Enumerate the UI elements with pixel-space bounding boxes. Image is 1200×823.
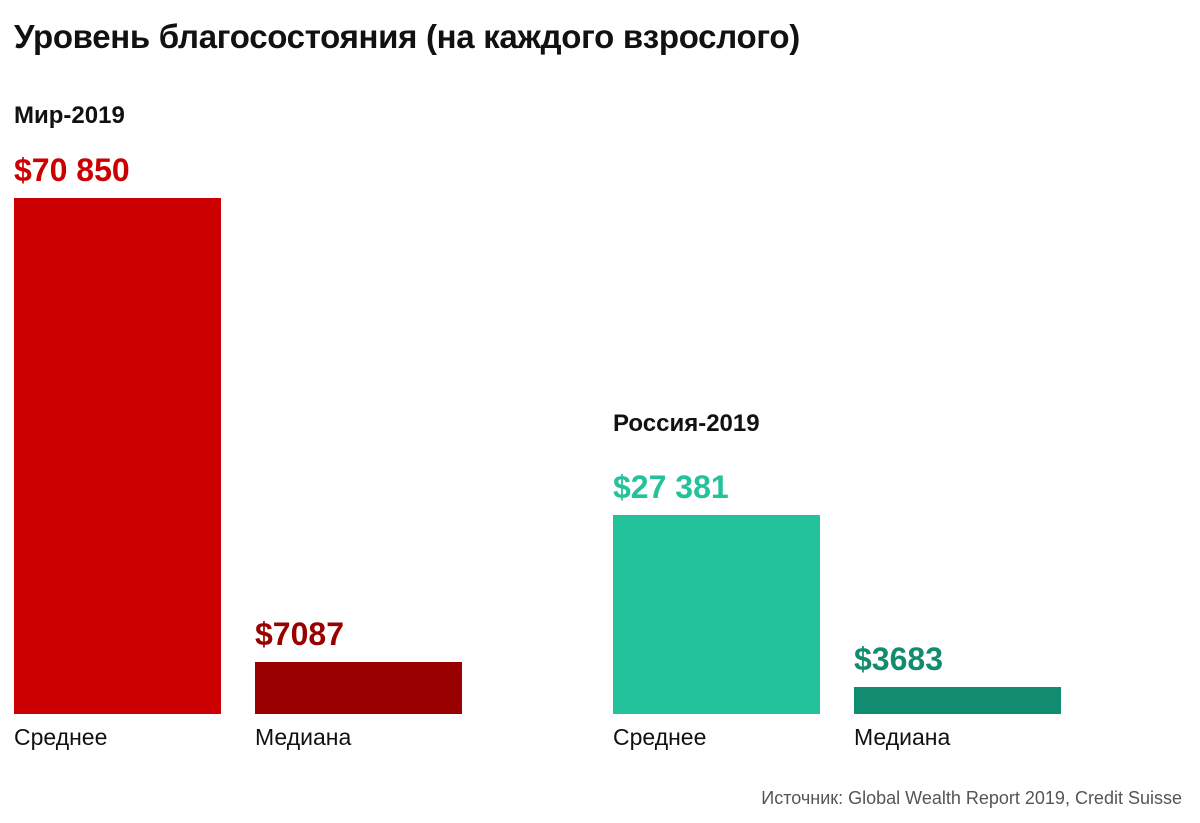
value-label-russia-median: $3683 [854,641,943,677]
value-label-russia-mean: $27 381 [613,469,729,505]
category-label-world-mean: Среднее [14,724,108,750]
value-label-world-mean: $70 850 [14,152,130,188]
bar-russia-median [854,687,1061,714]
group-label-russia: Россия-2019 [613,410,760,437]
chart-title: Уровень благосостояния (на каждого взрос… [14,18,800,55]
bar-russia-mean [613,515,820,714]
group-label-world: Мир-2019 [14,102,125,129]
source-note: Источник: Global Wealth Report 2019, Cre… [761,788,1182,808]
bar-world-median [255,662,462,714]
category-label-russia-mean: Среднее [613,724,707,750]
bar-world-mean [14,198,221,714]
category-label-world-median: Медиана [255,724,352,750]
category-label-russia-median: Медиана [854,724,951,750]
value-label-world-median: $7087 [255,616,344,652]
